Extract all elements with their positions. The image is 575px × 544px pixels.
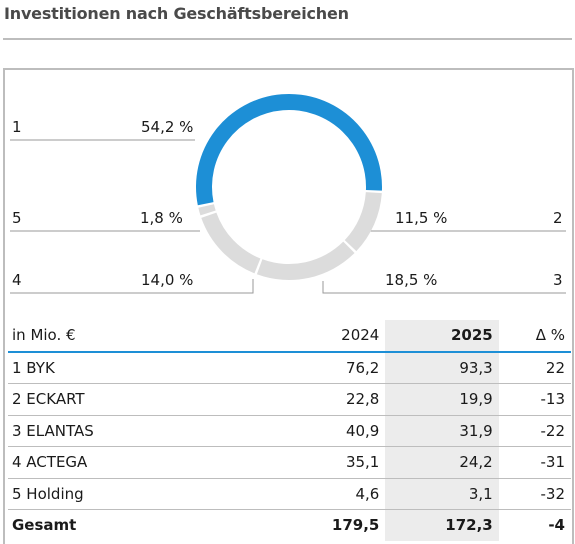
value-delta: 22 [498, 351, 571, 384]
row-name: 2 ECKART [8, 383, 265, 416]
table-row: 5 Holding 4,6 3,1 -32 [8, 478, 571, 510]
row-name: 4 ACTEGA [8, 446, 265, 479]
donut-slice-5 [198, 204, 216, 216]
value-2025: 3,1 [385, 478, 499, 510]
chart-frame [3, 68, 574, 544]
column-header-2024: 2024 [264, 320, 386, 353]
value-delta: -22 [498, 415, 571, 447]
column-header-delta: Δ % [498, 320, 571, 353]
table-row: 3 ELANTAS 40,9 31,9 -22 [8, 415, 571, 447]
donut-slice-4 [201, 212, 261, 274]
slice-key-4: 4 [12, 271, 22, 289]
slice-label-3: 18,5 % [385, 271, 438, 289]
slice-key-2: 2 [553, 209, 563, 227]
row-name: 3 ELANTAS [8, 415, 265, 447]
row-name: 5 Holding [8, 478, 265, 510]
value-2024: 22,8 [264, 383, 386, 416]
leader-line-4 [10, 279, 254, 294]
value-2024: 4,6 [264, 478, 386, 510]
slice-label-1: 54,2 % [141, 118, 194, 136]
value-2024: 40,9 [264, 415, 386, 447]
slice-label-4: 14,0 % [141, 271, 194, 289]
total-name: Gesamt [12, 516, 77, 535]
value-delta: -32 [498, 478, 571, 510]
row-name: 1 BYK [8, 351, 265, 384]
slice-label-5: 1,8 % [140, 209, 183, 227]
value-2025: 93,3 [385, 351, 499, 384]
total-2024: 179,5 [331, 516, 380, 535]
frame-divider [3, 38, 572, 40]
value-2024: 76,2 [264, 351, 386, 384]
donut-slice-3 [256, 241, 355, 280]
value-2024: 35,1 [264, 446, 386, 479]
slice-key-5: 5 [12, 209, 22, 227]
chart-title: Investitionen nach Geschäftsbereichen [4, 4, 349, 23]
table-row: 4 ACTEGA 35,1 24,2 -31 [8, 446, 571, 479]
slice-key-1: 1 [12, 118, 22, 136]
donut-slice-1 [196, 94, 382, 206]
value-delta: -31 [498, 446, 571, 479]
value-2025: 24,2 [385, 446, 499, 479]
column-header-unit: in Mio. € [8, 320, 265, 353]
column-header-2025: 2025 [385, 320, 499, 353]
table-row: 2 ECKART 22,8 19,9 -13 [8, 383, 571, 416]
leader-line-2 [361, 224, 566, 232]
donut-slice-2 [344, 192, 382, 252]
value-2025: 31,9 [385, 415, 499, 447]
total-2025: 172,3 [385, 509, 499, 541]
value-2025: 19,9 [385, 383, 499, 416]
leader-line-3 [322, 281, 566, 294]
value-delta: -13 [498, 383, 571, 416]
table-header-row: in Mio. € 2024 2025 Δ % [8, 320, 571, 353]
total-delta: -4 [548, 516, 565, 535]
slice-label-2: 11,5 % [395, 209, 448, 227]
investment-table: in Mio. € 2024 2025 Δ % 1 BYK 76,2 93,3 … [8, 320, 571, 541]
slice-key-3: 3 [553, 271, 563, 289]
table-total-row: Gesamt 179,5 172,3 -4 [8, 509, 571, 541]
table-row: 1 BYK 76,2 93,3 22 [8, 351, 571, 384]
donut-chart [10, 94, 566, 294]
